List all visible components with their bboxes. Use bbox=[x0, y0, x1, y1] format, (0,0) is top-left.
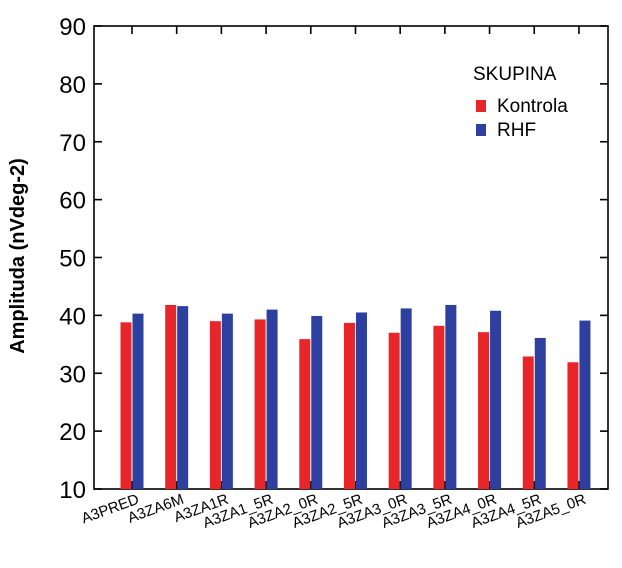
bar-rhf-a3za1_5r bbox=[266, 309, 278, 489]
bar-rhf-a3za4_0r bbox=[490, 310, 502, 489]
y-tick-label: 30 bbox=[59, 361, 86, 388]
bars bbox=[120, 304, 591, 489]
y-tick-label: 20 bbox=[59, 419, 86, 446]
y-tick-label: 40 bbox=[59, 303, 86, 330]
bar-rhf-a3za2_5r bbox=[355, 312, 367, 489]
bar-kontrola-a3za4_5r bbox=[522, 356, 534, 489]
y-tick-label: 80 bbox=[59, 72, 86, 99]
y-tick-label: 10 bbox=[59, 477, 86, 504]
y-axis-label: Amplituda (nVdeg-2) bbox=[7, 158, 29, 354]
legend-label: RHF bbox=[497, 120, 536, 141]
bar-rhf-a3za4_5r bbox=[534, 337, 546, 489]
legend-swatch bbox=[476, 124, 486, 136]
bar-rhf-a3za5_0r bbox=[579, 320, 591, 489]
legend: SKUPINA Kontrola RHF bbox=[473, 64, 568, 141]
legend-label: Kontrola bbox=[497, 96, 568, 117]
bar-kontrola-a3za2_0r bbox=[299, 339, 311, 489]
y-tick-label: 90 bbox=[59, 14, 86, 41]
bar-rhf-a3za3_0r bbox=[400, 308, 412, 489]
legend-title: SKUPINA bbox=[473, 64, 557, 85]
bar-rhf-a3za2_0r bbox=[311, 315, 323, 489]
y-tick-label: 60 bbox=[59, 188, 86, 215]
y-tick-label: 70 bbox=[59, 130, 86, 157]
bar-rhf-a3za6m bbox=[177, 306, 189, 489]
bar-rhf-a3za3_5r bbox=[445, 304, 457, 489]
bar-kontrola-a3za5_0r bbox=[567, 362, 579, 489]
bar-kontrola-a3za1_5r bbox=[254, 319, 266, 489]
y-axis: 10 20 30 40 50 60 70 80 90 bbox=[59, 14, 608, 504]
y-tick-label: 50 bbox=[59, 246, 86, 273]
bar-kontrola-a3za3_5r bbox=[433, 325, 445, 489]
bar-rhf-a3pred bbox=[132, 313, 144, 489]
bar-rhf-a3za1r bbox=[221, 313, 233, 489]
bar-kontrola-a3za2_5r bbox=[343, 322, 355, 489]
bar-kontrola-a3za1r bbox=[209, 321, 221, 489]
bar-kontrola-a3za6m bbox=[165, 304, 177, 489]
bar-kontrola-a3za4_0r bbox=[478, 332, 490, 489]
legend-swatch bbox=[476, 100, 486, 112]
bar-kontrola-a3za3_0r bbox=[388, 332, 400, 489]
bar-kontrola-a3pred bbox=[120, 322, 132, 489]
